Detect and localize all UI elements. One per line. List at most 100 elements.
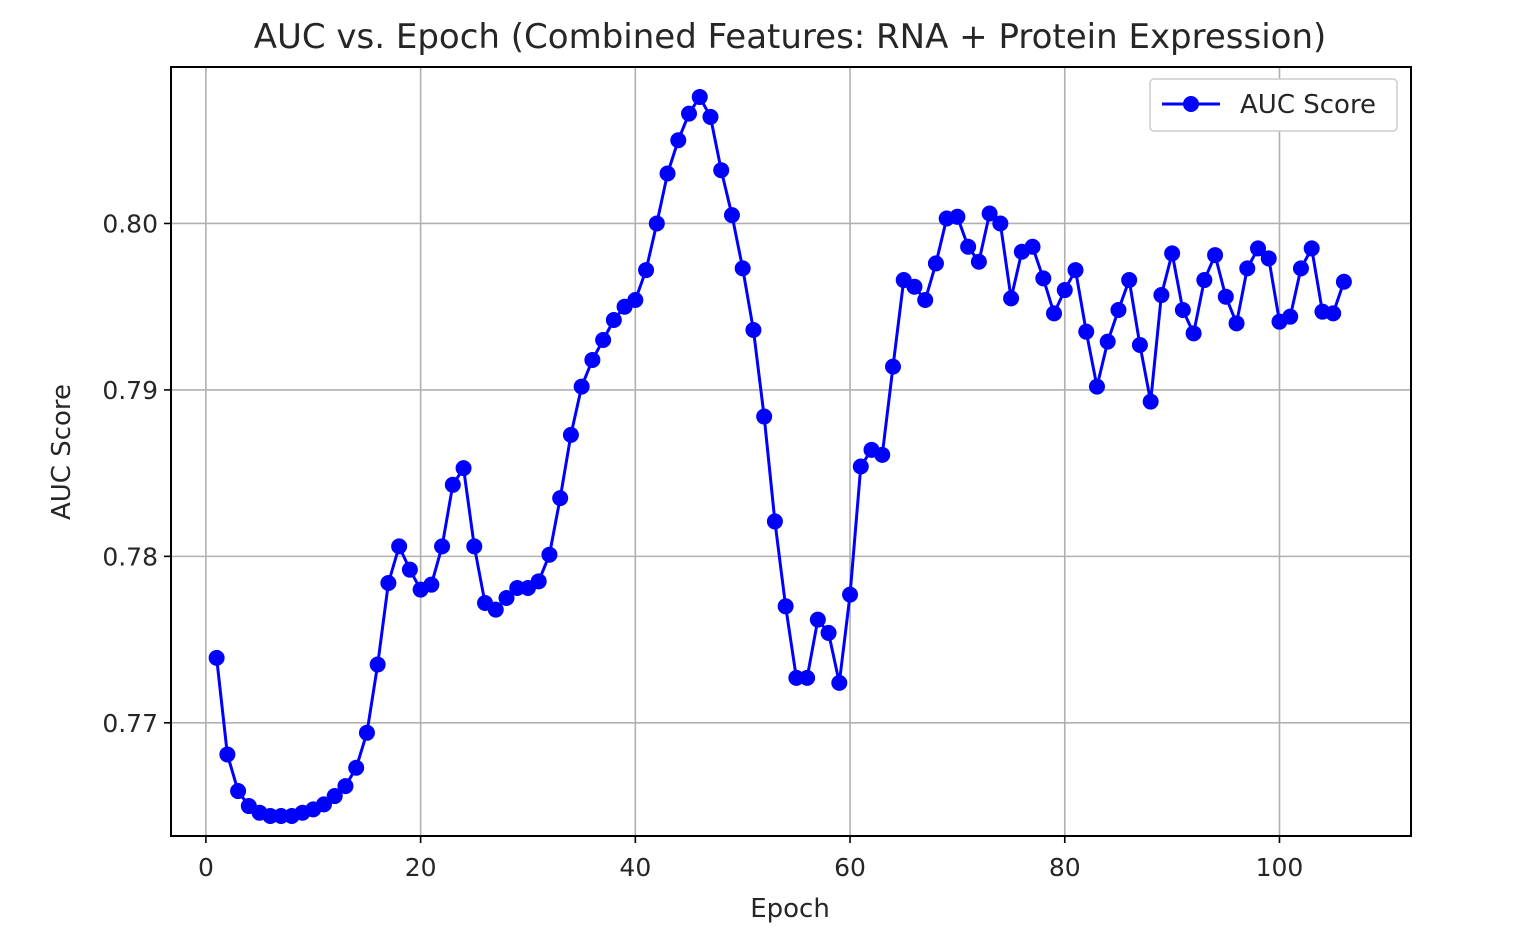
data-point — [1164, 245, 1181, 262]
data-point — [1024, 238, 1041, 255]
x-tick-label: 40 — [619, 853, 651, 882]
legend-label: AUC Score — [1240, 90, 1376, 120]
data-point — [745, 321, 762, 338]
data-point — [681, 105, 698, 122]
data-point — [1260, 250, 1277, 267]
legend-marker-swatch — [1183, 96, 1199, 112]
data-point — [401, 561, 418, 578]
y-axis-ticks: 0.77 0.78 0.79 0.80 — [102, 209, 171, 738]
data-point — [702, 108, 719, 125]
series-line — [215, 95, 1346, 818]
y-axis-label: AUC Score — [47, 384, 77, 520]
y-tick-label: 0.79 — [102, 376, 158, 405]
data-point — [1078, 323, 1095, 340]
data-point — [1174, 302, 1191, 319]
data-point — [1099, 333, 1116, 350]
data-point — [584, 351, 601, 368]
data-point — [831, 674, 848, 691]
data-point — [1239, 260, 1256, 277]
data-point — [884, 358, 901, 375]
data-point — [820, 624, 837, 641]
legend: AUC Score — [1149, 78, 1398, 132]
data-point — [444, 476, 461, 493]
data-point — [1088, 378, 1105, 395]
data-point — [466, 538, 483, 555]
data-point — [1003, 290, 1020, 307]
x-tick-label: 0 — [198, 853, 214, 882]
data-point — [1121, 272, 1138, 289]
data-point — [337, 778, 354, 795]
data-point — [981, 205, 998, 222]
data-point — [713, 162, 730, 179]
data-point — [992, 215, 1009, 232]
data-point — [874, 446, 891, 463]
data-point — [809, 611, 826, 628]
x-axis-label: Epoch — [750, 894, 830, 924]
data-point — [777, 598, 794, 615]
data-point — [799, 669, 816, 686]
data-point — [638, 262, 655, 279]
data-point — [423, 576, 440, 593]
data-point — [949, 208, 966, 225]
data-point — [315, 796, 332, 813]
y-tick-label: 0.80 — [102, 209, 158, 238]
data-point — [380, 574, 397, 591]
data-point — [1335, 273, 1352, 290]
data-point — [498, 589, 515, 606]
data-point — [219, 746, 236, 763]
grid-lines — [171, 67, 1411, 836]
data-point — [1185, 325, 1202, 342]
data-point — [552, 490, 569, 507]
x-tick-label: 100 — [1256, 853, 1304, 882]
data-point — [541, 546, 558, 563]
data-point — [960, 238, 977, 255]
data-point — [487, 601, 504, 618]
data-point — [842, 586, 859, 603]
data-point — [230, 783, 247, 800]
data-point — [208, 649, 225, 666]
data-point — [1217, 288, 1234, 305]
data-point — [434, 538, 451, 555]
data-point — [927, 255, 944, 272]
chart-title: AUC vs. Epoch (Combined Features: RNA + … — [254, 17, 1327, 57]
data-point — [1035, 270, 1052, 287]
data-point — [605, 312, 622, 329]
data-point — [906, 278, 923, 295]
x-tick-label: 60 — [834, 853, 866, 882]
data-point — [659, 165, 676, 182]
y-tick-label: 0.78 — [102, 542, 158, 571]
data-point — [1292, 260, 1309, 277]
data-point — [348, 759, 365, 776]
x-tick-label: 20 — [405, 853, 437, 882]
data-point — [1056, 282, 1073, 299]
data-point — [1282, 308, 1299, 325]
series-layer — [208, 88, 1352, 825]
data-point — [1131, 336, 1148, 353]
plot-frame — [170, 66, 1412, 837]
data-point — [691, 88, 708, 105]
data-point — [1046, 305, 1063, 322]
data-point — [369, 656, 386, 673]
data-point — [1207, 247, 1224, 264]
data-point — [766, 513, 783, 530]
y-tick-label: 0.77 — [102, 709, 158, 738]
data-point — [595, 331, 612, 348]
data-point — [1153, 287, 1170, 304]
data-point — [391, 538, 408, 555]
data-point — [1325, 305, 1342, 322]
data-point — [562, 426, 579, 443]
data-point — [573, 378, 590, 395]
data-point — [970, 253, 987, 270]
data-point — [917, 292, 934, 309]
data-point — [756, 408, 773, 425]
data-point — [1142, 393, 1159, 410]
data-point — [852, 458, 869, 475]
data-point — [670, 132, 687, 149]
data-point — [326, 788, 343, 805]
data-point — [530, 573, 547, 590]
legend-box — [1149, 78, 1398, 132]
data-point — [723, 207, 740, 224]
data-point — [1303, 240, 1320, 257]
